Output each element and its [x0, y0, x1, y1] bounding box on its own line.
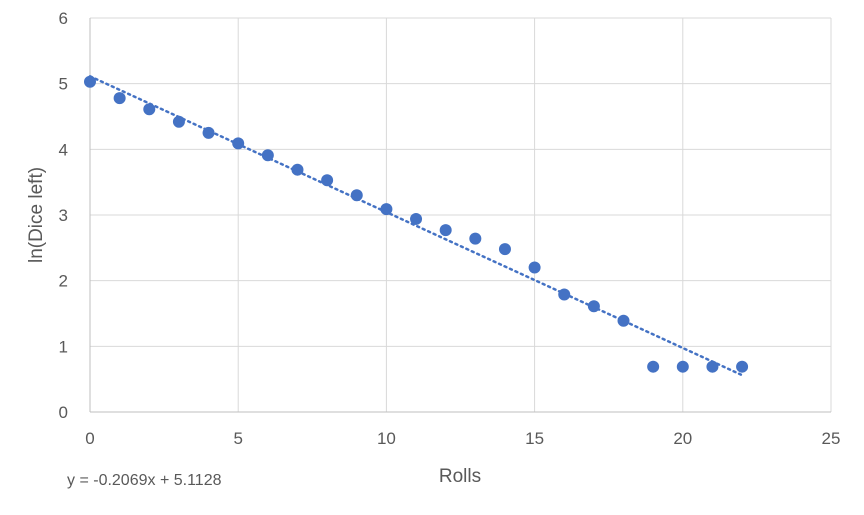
y-tick-label: 2: [59, 272, 68, 291]
data-point: [291, 163, 304, 176]
trendline-line: [88, 75, 744, 377]
data-point: [498, 243, 511, 256]
x-tick-label: 10: [377, 429, 396, 448]
data-point: [736, 360, 749, 373]
data-point: [84, 75, 96, 88]
data-point: [350, 189, 363, 202]
data-point: [321, 174, 334, 187]
data-point: [647, 360, 660, 373]
data-point: [380, 203, 393, 216]
x-tick-label: 0: [85, 429, 94, 448]
x-tick-label: 15: [525, 429, 544, 448]
data-point: [232, 137, 245, 150]
y-axis-title: ln(Dice left): [26, 167, 47, 263]
data-point: [469, 232, 482, 245]
data-point: [617, 314, 630, 327]
trendline: [88, 75, 744, 377]
data-point: [143, 103, 156, 116]
data-point: [587, 300, 600, 313]
trendline-equation-label: y = -0.2069x + 5.1128: [67, 472, 222, 489]
y-tick-label: 3: [59, 206, 68, 225]
x-tick-label: 25: [822, 429, 841, 448]
y-tick-label: 5: [59, 75, 68, 94]
data-point: [558, 288, 571, 301]
y-tick-label: 1: [59, 337, 68, 356]
data-point: [706, 360, 719, 373]
x-tick-label: 20: [673, 429, 692, 448]
y-tick-label: 6: [59, 9, 68, 28]
data-point: [410, 212, 423, 225]
x-axis-title: Rolls: [439, 466, 481, 487]
data-points: [84, 75, 749, 373]
gridlines: [90, 17, 832, 412]
data-point: [172, 115, 185, 128]
x-tick-label: 5: [233, 429, 242, 448]
data-point: [261, 149, 274, 162]
tick-labels: 0 1 2 3 4 5 6 0 5 10 15 20 25: [59, 9, 841, 448]
data-point: [528, 261, 541, 274]
y-tick-label: 0: [59, 403, 68, 422]
data-point: [113, 92, 126, 105]
y-tick-label: 4: [59, 140, 68, 159]
data-point: [676, 360, 689, 373]
data-point: [202, 126, 215, 139]
data-point: [439, 224, 452, 237]
